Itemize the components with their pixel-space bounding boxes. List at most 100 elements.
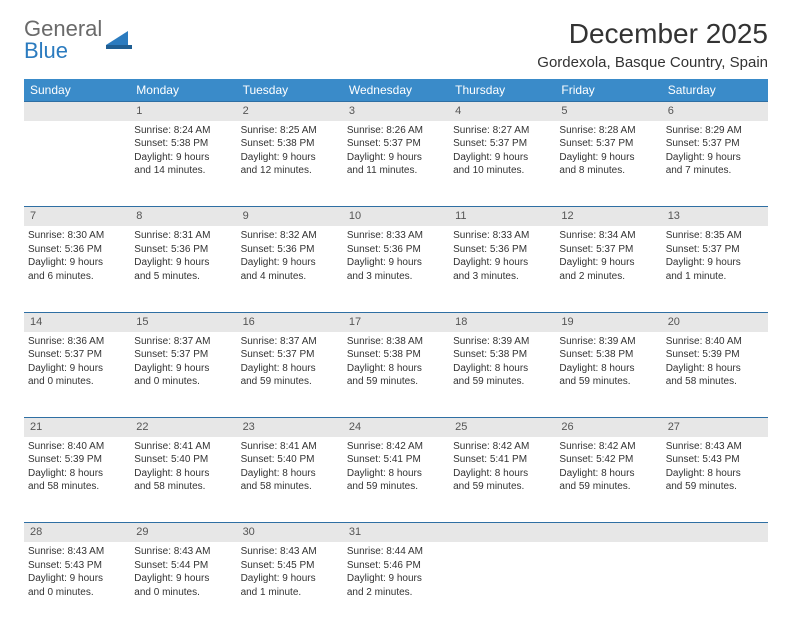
sunrise-text: Sunrise: 8:32 AM <box>241 229 339 243</box>
day-number: 28 <box>24 523 130 542</box>
sunrise-text: Sunrise: 8:43 AM <box>666 440 764 454</box>
day1-text: Daylight: 9 hours <box>134 362 232 376</box>
day-number: 25 <box>449 418 555 437</box>
sunrise-text: Sunrise: 8:43 AM <box>134 545 232 559</box>
day1-text: Daylight: 9 hours <box>241 256 339 270</box>
day1-text: Daylight: 9 hours <box>453 151 551 165</box>
day-number: 15 <box>130 312 236 331</box>
sunset-text: Sunset: 5:40 PM <box>241 453 339 467</box>
day1-text: Daylight: 8 hours <box>453 362 551 376</box>
sunrise-text: Sunrise: 8:37 AM <box>134 335 232 349</box>
day-number: 20 <box>662 312 768 331</box>
title-block: December 2025 Gordexola, Basque Country,… <box>537 18 768 71</box>
day-number: 7 <box>24 207 130 226</box>
sunset-text: Sunset: 5:38 PM <box>453 348 551 362</box>
day-number <box>662 523 768 542</box>
day2-text: and 4 minutes. <box>241 270 339 284</box>
day1-text: Daylight: 9 hours <box>28 256 126 270</box>
sunset-text: Sunset: 5:45 PM <box>241 559 339 573</box>
day-cell: Sunrise: 8:41 AMSunset: 5:40 PMDaylight:… <box>237 437 343 523</box>
day2-text: and 5 minutes. <box>134 270 232 284</box>
day-cell <box>555 542 661 628</box>
sunrise-text: Sunrise: 8:34 AM <box>559 229 657 243</box>
day-number-row: 28293031 <box>24 523 768 542</box>
sunset-text: Sunset: 5:41 PM <box>347 453 445 467</box>
day2-text: and 11 minutes. <box>347 164 445 178</box>
sunrise-text: Sunrise: 8:43 AM <box>28 545 126 559</box>
day-number: 23 <box>237 418 343 437</box>
location: Gordexola, Basque Country, Spain <box>537 54 768 71</box>
sunset-text: Sunset: 5:39 PM <box>28 453 126 467</box>
day-cell: Sunrise: 8:39 AMSunset: 5:38 PMDaylight:… <box>449 332 555 418</box>
day-cell <box>24 121 130 207</box>
sunrise-text: Sunrise: 8:33 AM <box>453 229 551 243</box>
day1-text: Daylight: 8 hours <box>559 362 657 376</box>
sunrise-text: Sunrise: 8:39 AM <box>559 335 657 349</box>
sunrise-text: Sunrise: 8:27 AM <box>453 124 551 138</box>
sunrise-text: Sunrise: 8:33 AM <box>347 229 445 243</box>
sunrise-text: Sunrise: 8:42 AM <box>453 440 551 454</box>
day-cell: Sunrise: 8:28 AMSunset: 5:37 PMDaylight:… <box>555 121 661 207</box>
day2-text: and 1 minute. <box>666 270 764 284</box>
day2-text: and 59 minutes. <box>666 480 764 494</box>
week-row: Sunrise: 8:24 AMSunset: 5:38 PMDaylight:… <box>24 121 768 207</box>
day1-text: Daylight: 9 hours <box>134 256 232 270</box>
day1-text: Daylight: 9 hours <box>134 151 232 165</box>
calendar-table: Sunday Monday Tuesday Wednesday Thursday… <box>24 79 768 628</box>
day-cell <box>449 542 555 628</box>
day-cell: Sunrise: 8:44 AMSunset: 5:46 PMDaylight:… <box>343 542 449 628</box>
day1-text: Daylight: 9 hours <box>666 256 764 270</box>
day-cell: Sunrise: 8:42 AMSunset: 5:41 PMDaylight:… <box>449 437 555 523</box>
sunset-text: Sunset: 5:38 PM <box>347 348 445 362</box>
day1-text: Daylight: 8 hours <box>347 467 445 481</box>
sunset-text: Sunset: 5:37 PM <box>347 137 445 151</box>
day-number: 4 <box>449 102 555 121</box>
day-cell: Sunrise: 8:33 AMSunset: 5:36 PMDaylight:… <box>343 226 449 312</box>
day-number <box>24 102 130 121</box>
sunrise-text: Sunrise: 8:40 AM <box>28 440 126 454</box>
day-number: 6 <box>662 102 768 121</box>
day1-text: Daylight: 8 hours <box>241 467 339 481</box>
sunset-text: Sunset: 5:42 PM <box>559 453 657 467</box>
weekday-thursday: Thursday <box>449 79 555 102</box>
sunset-text: Sunset: 5:38 PM <box>559 348 657 362</box>
day2-text: and 0 minutes. <box>28 586 126 600</box>
day-number: 30 <box>237 523 343 542</box>
sunrise-text: Sunrise: 8:43 AM <box>241 545 339 559</box>
sunset-text: Sunset: 5:38 PM <box>134 137 232 151</box>
day-cell: Sunrise: 8:43 AMSunset: 5:44 PMDaylight:… <box>130 542 236 628</box>
sunset-text: Sunset: 5:36 PM <box>28 243 126 257</box>
day2-text: and 2 minutes. <box>347 586 445 600</box>
day2-text: and 14 minutes. <box>134 164 232 178</box>
day2-text: and 12 minutes. <box>241 164 339 178</box>
day-cell: Sunrise: 8:36 AMSunset: 5:37 PMDaylight:… <box>24 332 130 418</box>
day-cell <box>662 542 768 628</box>
day2-text: and 7 minutes. <box>666 164 764 178</box>
day-number-row: 123456 <box>24 102 768 121</box>
day-number: 5 <box>555 102 661 121</box>
sunset-text: Sunset: 5:37 PM <box>453 137 551 151</box>
day2-text: and 8 minutes. <box>559 164 657 178</box>
logo: General Blue <box>24 18 132 62</box>
week-row: Sunrise: 8:43 AMSunset: 5:43 PMDaylight:… <box>24 542 768 628</box>
day-cell: Sunrise: 8:39 AMSunset: 5:38 PMDaylight:… <box>555 332 661 418</box>
day-number: 2 <box>237 102 343 121</box>
sunrise-text: Sunrise: 8:25 AM <box>241 124 339 138</box>
day-number: 9 <box>237 207 343 226</box>
day-cell: Sunrise: 8:30 AMSunset: 5:36 PMDaylight:… <box>24 226 130 312</box>
sunrise-text: Sunrise: 8:31 AM <box>134 229 232 243</box>
day1-text: Daylight: 9 hours <box>241 572 339 586</box>
weekday-monday: Monday <box>130 79 236 102</box>
day1-text: Daylight: 9 hours <box>666 151 764 165</box>
day2-text: and 59 minutes. <box>559 480 657 494</box>
day-number: 12 <box>555 207 661 226</box>
logo-triangle-icon <box>106 31 132 49</box>
sunset-text: Sunset: 5:46 PM <box>347 559 445 573</box>
sunrise-text: Sunrise: 8:37 AM <box>241 335 339 349</box>
day1-text: Daylight: 9 hours <box>347 256 445 270</box>
day2-text: and 59 minutes. <box>347 375 445 389</box>
day1-text: Daylight: 8 hours <box>134 467 232 481</box>
sunrise-text: Sunrise: 8:41 AM <box>241 440 339 454</box>
sunrise-text: Sunrise: 8:40 AM <box>666 335 764 349</box>
weekday-saturday: Saturday <box>662 79 768 102</box>
